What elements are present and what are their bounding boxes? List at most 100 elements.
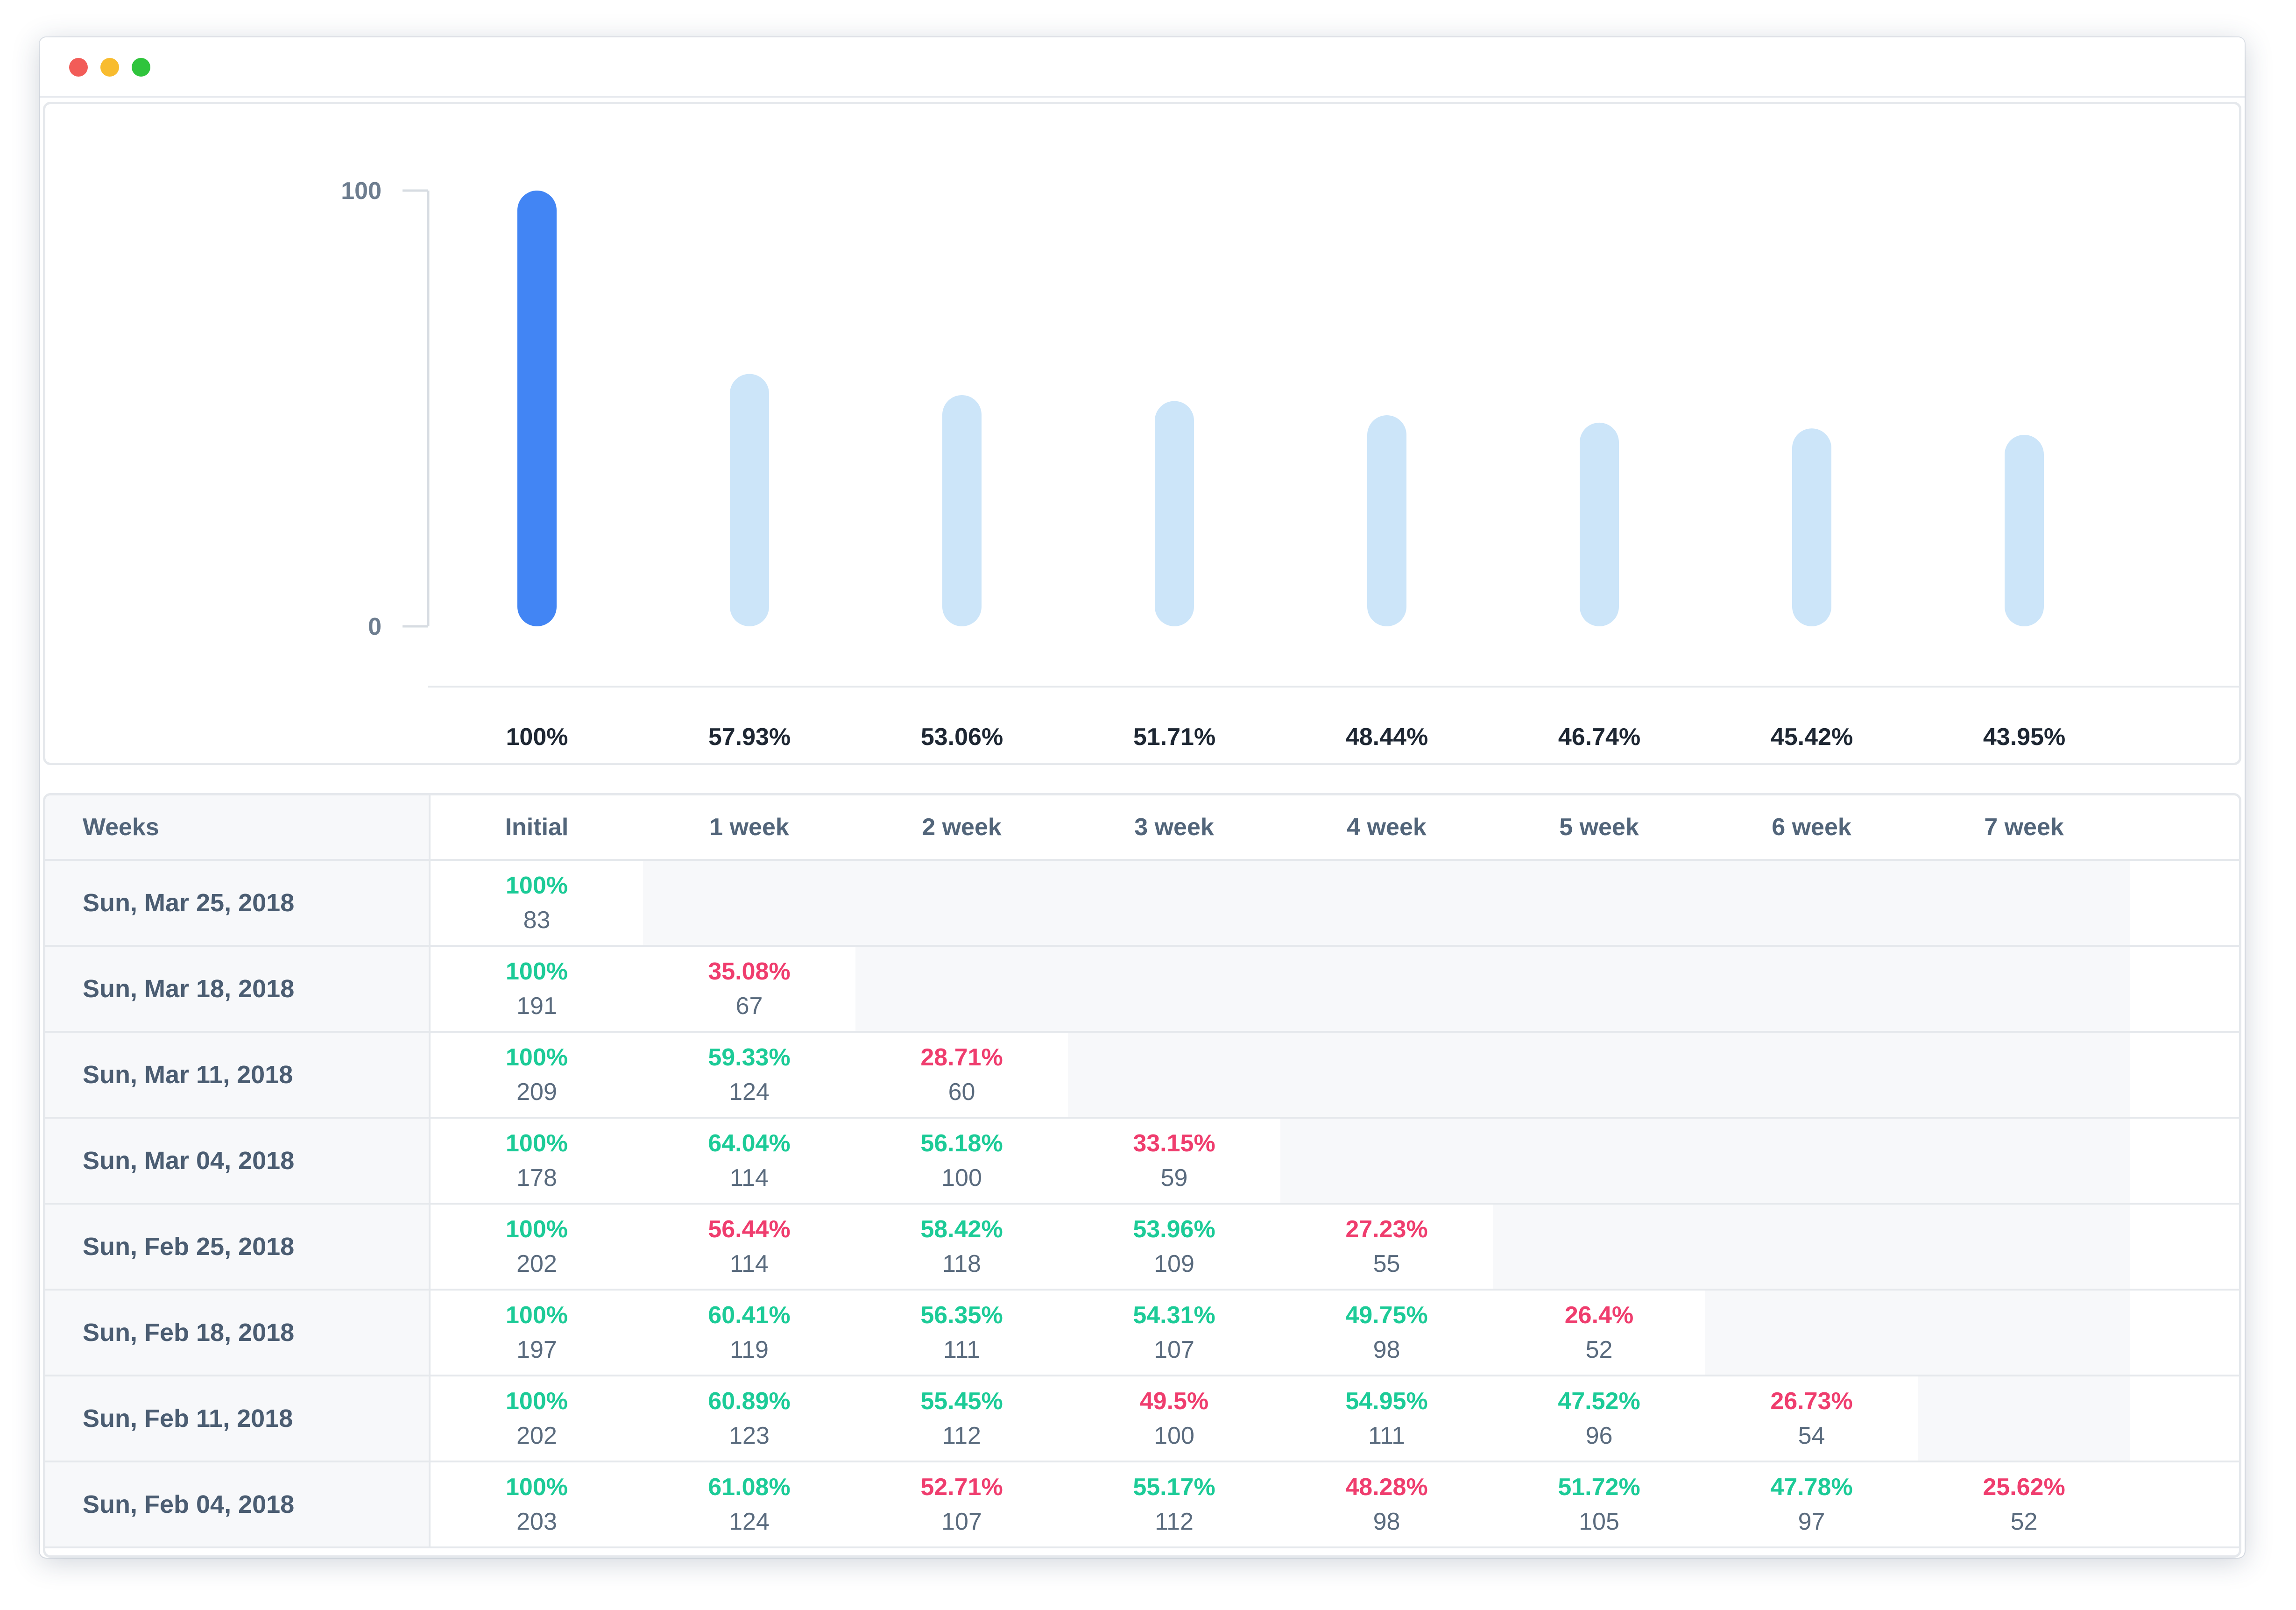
- empty-cell: [1918, 1376, 2130, 1462]
- empty-cell: [643, 861, 855, 947]
- retention-count: 105: [1579, 1508, 1619, 1535]
- row-spacer: [2130, 1119, 2239, 1205]
- cohort-cell: 47.78% 97: [1705, 1462, 1918, 1548]
- bar: [730, 374, 769, 626]
- bar: [2005, 434, 2044, 626]
- cohort-cell: 52.71% 107: [855, 1462, 1068, 1548]
- cohort-cell: 64.04% 114: [643, 1119, 855, 1205]
- retention-percent: 53.96%: [1133, 1216, 1215, 1243]
- retention-count: 60: [948, 1078, 975, 1106]
- retention-percent: 28.71%: [920, 1044, 1003, 1071]
- cohort-cell: 100% 178: [431, 1119, 643, 1205]
- period-column-header: 3 week: [1068, 795, 1280, 861]
- retention-percent: 35.08%: [708, 958, 791, 985]
- empty-cell: [1493, 1205, 1705, 1291]
- bar-value-label: 100%: [506, 723, 568, 751]
- retention-percent: 49.75%: [1345, 1302, 1428, 1329]
- retention-percent: 52.71%: [920, 1474, 1003, 1501]
- empty-cell: [1068, 1033, 1280, 1119]
- row-spacer: [2130, 1205, 2239, 1291]
- retention-count: 67: [735, 993, 763, 1020]
- retention-count: 202: [516, 1250, 557, 1277]
- empty-cell: [1918, 1205, 2130, 1291]
- retention-percent: 51.72%: [1558, 1474, 1640, 1501]
- retention-percent: 61.08%: [708, 1474, 791, 1501]
- empty-cell: [1493, 1033, 1705, 1119]
- cohort-cell: 100% 202: [431, 1205, 643, 1291]
- period-column-header: 2 week: [855, 795, 1068, 861]
- cohort-cell: 35.08% 67: [643, 947, 855, 1033]
- cohort-table-card: Weeks Initial 1 week 2 week 3 week 4 week 5 we…: [43, 793, 2241, 1558]
- retention-chart-card: 0 100 100% 57.93% 53.06% 51.71% 48.44% 46.74% 45…: [43, 102, 2241, 765]
- retention-count: 111: [1368, 1422, 1406, 1449]
- retention-count: 123: [729, 1422, 770, 1449]
- minimize-window-button[interactable]: [100, 58, 119, 77]
- period-column-header: 4 week: [1280, 795, 1493, 861]
- cohort-cell: 26.4% 52: [1493, 1291, 1705, 1376]
- retention-percent: 100%: [506, 1388, 568, 1415]
- cohort-date-label: Sun, Feb 25, 2018: [45, 1205, 431, 1291]
- cohort-cell: 54.95% 111: [1280, 1376, 1493, 1462]
- bar: [1367, 415, 1406, 626]
- retention-percent: 55.45%: [920, 1388, 1003, 1415]
- cohort-date-label: Sun, Mar 04, 2018: [45, 1119, 431, 1205]
- bar: [1792, 428, 1831, 626]
- retention-percent: 59.33%: [708, 1044, 791, 1071]
- empty-cell: [1918, 1291, 2130, 1376]
- bar-value-label: 51.71%: [1133, 723, 1215, 751]
- close-window-button[interactable]: [69, 58, 88, 77]
- retention-count: 98: [1373, 1508, 1400, 1535]
- retention-percent: 56.18%: [920, 1130, 1003, 1157]
- empty-cell: [1705, 1119, 1918, 1205]
- cohort-cell: 33.15% 59: [1068, 1119, 1280, 1205]
- cohort-cell: 28.71% 60: [855, 1033, 1068, 1119]
- cohort-cell: 56.44% 114: [643, 1205, 855, 1291]
- bar-value-label: 43.95%: [1983, 723, 2065, 751]
- empty-cell: [1493, 861, 1705, 947]
- retention-percent: 100%: [506, 1474, 568, 1501]
- title-bar: [40, 37, 2245, 98]
- retention-count: 107: [941, 1508, 982, 1535]
- retention-percent: 100%: [506, 958, 568, 985]
- empty-cell: [1493, 947, 1705, 1033]
- retention-percent: 60.41%: [708, 1302, 791, 1329]
- empty-cell: [1918, 1033, 2130, 1119]
- y-tick-label: 100: [341, 177, 381, 205]
- cohort-cell: 25.62% 52: [1918, 1462, 2130, 1548]
- retention-percent: 100%: [506, 872, 568, 899]
- retention-count: 52: [2010, 1508, 2038, 1535]
- bar: [1580, 422, 1619, 626]
- retention-count: 124: [729, 1078, 770, 1106]
- retention-count: 107: [1154, 1336, 1194, 1363]
- period-column-header: 7 week: [1918, 795, 2130, 861]
- retention-count: 54: [1798, 1422, 1825, 1449]
- maximize-window-button[interactable]: [132, 58, 150, 77]
- empty-cell: [1280, 1033, 1493, 1119]
- retention-percent: 56.35%: [920, 1302, 1003, 1329]
- empty-cell: [1705, 1205, 1918, 1291]
- retention-count: 203: [516, 1508, 557, 1535]
- retention-count: 197: [516, 1336, 557, 1363]
- cohort-cell: 49.5% 100: [1068, 1376, 1280, 1462]
- retention-percent: 60.89%: [708, 1388, 791, 1415]
- cohort-cell: 47.52% 96: [1493, 1376, 1705, 1462]
- retention-count: 114: [730, 1164, 769, 1192]
- retention-count: 112: [942, 1422, 981, 1449]
- retention-percent: 26.73%: [1770, 1388, 1853, 1415]
- header-spacer: [2130, 795, 2239, 861]
- empty-cell: [1918, 1119, 2130, 1205]
- empty-cell: [855, 947, 1068, 1033]
- cohort-cell: 56.18% 100: [855, 1119, 1068, 1205]
- empty-cell: [1705, 947, 1918, 1033]
- retention-count: 118: [942, 1250, 981, 1277]
- bar: [1155, 401, 1194, 626]
- retention-count: 112: [1155, 1508, 1194, 1535]
- cohort-cell: 61.08% 124: [643, 1462, 855, 1548]
- retention-count: 52: [1585, 1336, 1613, 1363]
- retention-percent: 100%: [506, 1130, 568, 1157]
- cohort-cell: 60.89% 123: [643, 1376, 855, 1462]
- period-column-header: 6 week: [1705, 795, 1918, 861]
- cohort-cell: 100% 197: [431, 1291, 643, 1376]
- weeks-column-header: Weeks: [45, 795, 431, 861]
- retention-percent: 54.31%: [1133, 1302, 1215, 1329]
